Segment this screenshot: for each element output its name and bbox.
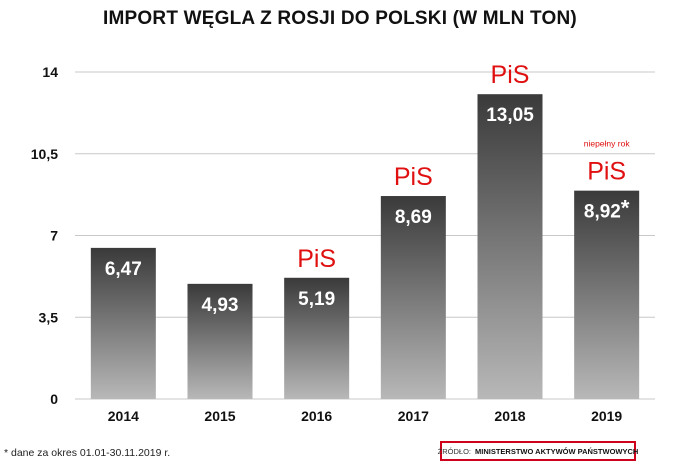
x-tick-label: 2015	[204, 408, 235, 424]
data-label: 5,19	[298, 289, 335, 310]
footnote: * dane za okres 01.01-30.11.2019 r.	[4, 447, 171, 459]
annotation-label: PiS	[587, 158, 626, 186]
x-tick-label: 2017	[398, 408, 429, 424]
bar	[477, 94, 543, 400]
labels: 0 3,5 7 10,5 14 6,47 2014 4,93 2015 5,19 2016 PiS 8,…	[31, 61, 631, 424]
data-label: 4,93	[202, 295, 239, 316]
y-tick-label: 7	[50, 228, 58, 244]
x-tick-label: 2016	[301, 408, 332, 424]
gridlines	[75, 71, 655, 400]
bar	[187, 283, 253, 399]
y-tick-label: 10,5	[31, 146, 58, 162]
x-tick-label: 2014	[108, 408, 139, 424]
source-box: ŹRÓDŁO: MINISTERSTWO AKTYWÓW PAŃSTWOWYCH	[437, 441, 639, 461]
y-tick-label: 3,5	[39, 309, 59, 325]
source-label: ŹRÓDŁO:	[437, 446, 472, 456]
annotation-label: PiS	[297, 245, 336, 273]
annotation-label: PiS	[394, 163, 433, 191]
chart-title: IMPORT WĘGLA Z ROSJI DO POLSKI (W MLN TO…	[103, 8, 577, 29]
source-value: MINISTERSTWO AKTYWÓW PAŃSTWOWYCH	[475, 446, 639, 456]
bar	[574, 190, 640, 399]
bar	[90, 247, 156, 399]
bars	[90, 94, 640, 400]
x-tick-label: 2018	[494, 408, 525, 424]
annotation-label: PiS	[491, 61, 530, 89]
note-label: niepełny rok	[584, 139, 631, 149]
data-label: 6,47	[105, 259, 142, 280]
x-tick-label: 2019	[591, 408, 622, 424]
data-label: 8,69	[395, 207, 432, 228]
y-tick-label: 14	[42, 64, 58, 80]
bar	[380, 196, 446, 399]
bar	[284, 277, 350, 399]
y-tick-label: 0	[50, 391, 58, 407]
data-label: 13,05	[486, 105, 534, 126]
